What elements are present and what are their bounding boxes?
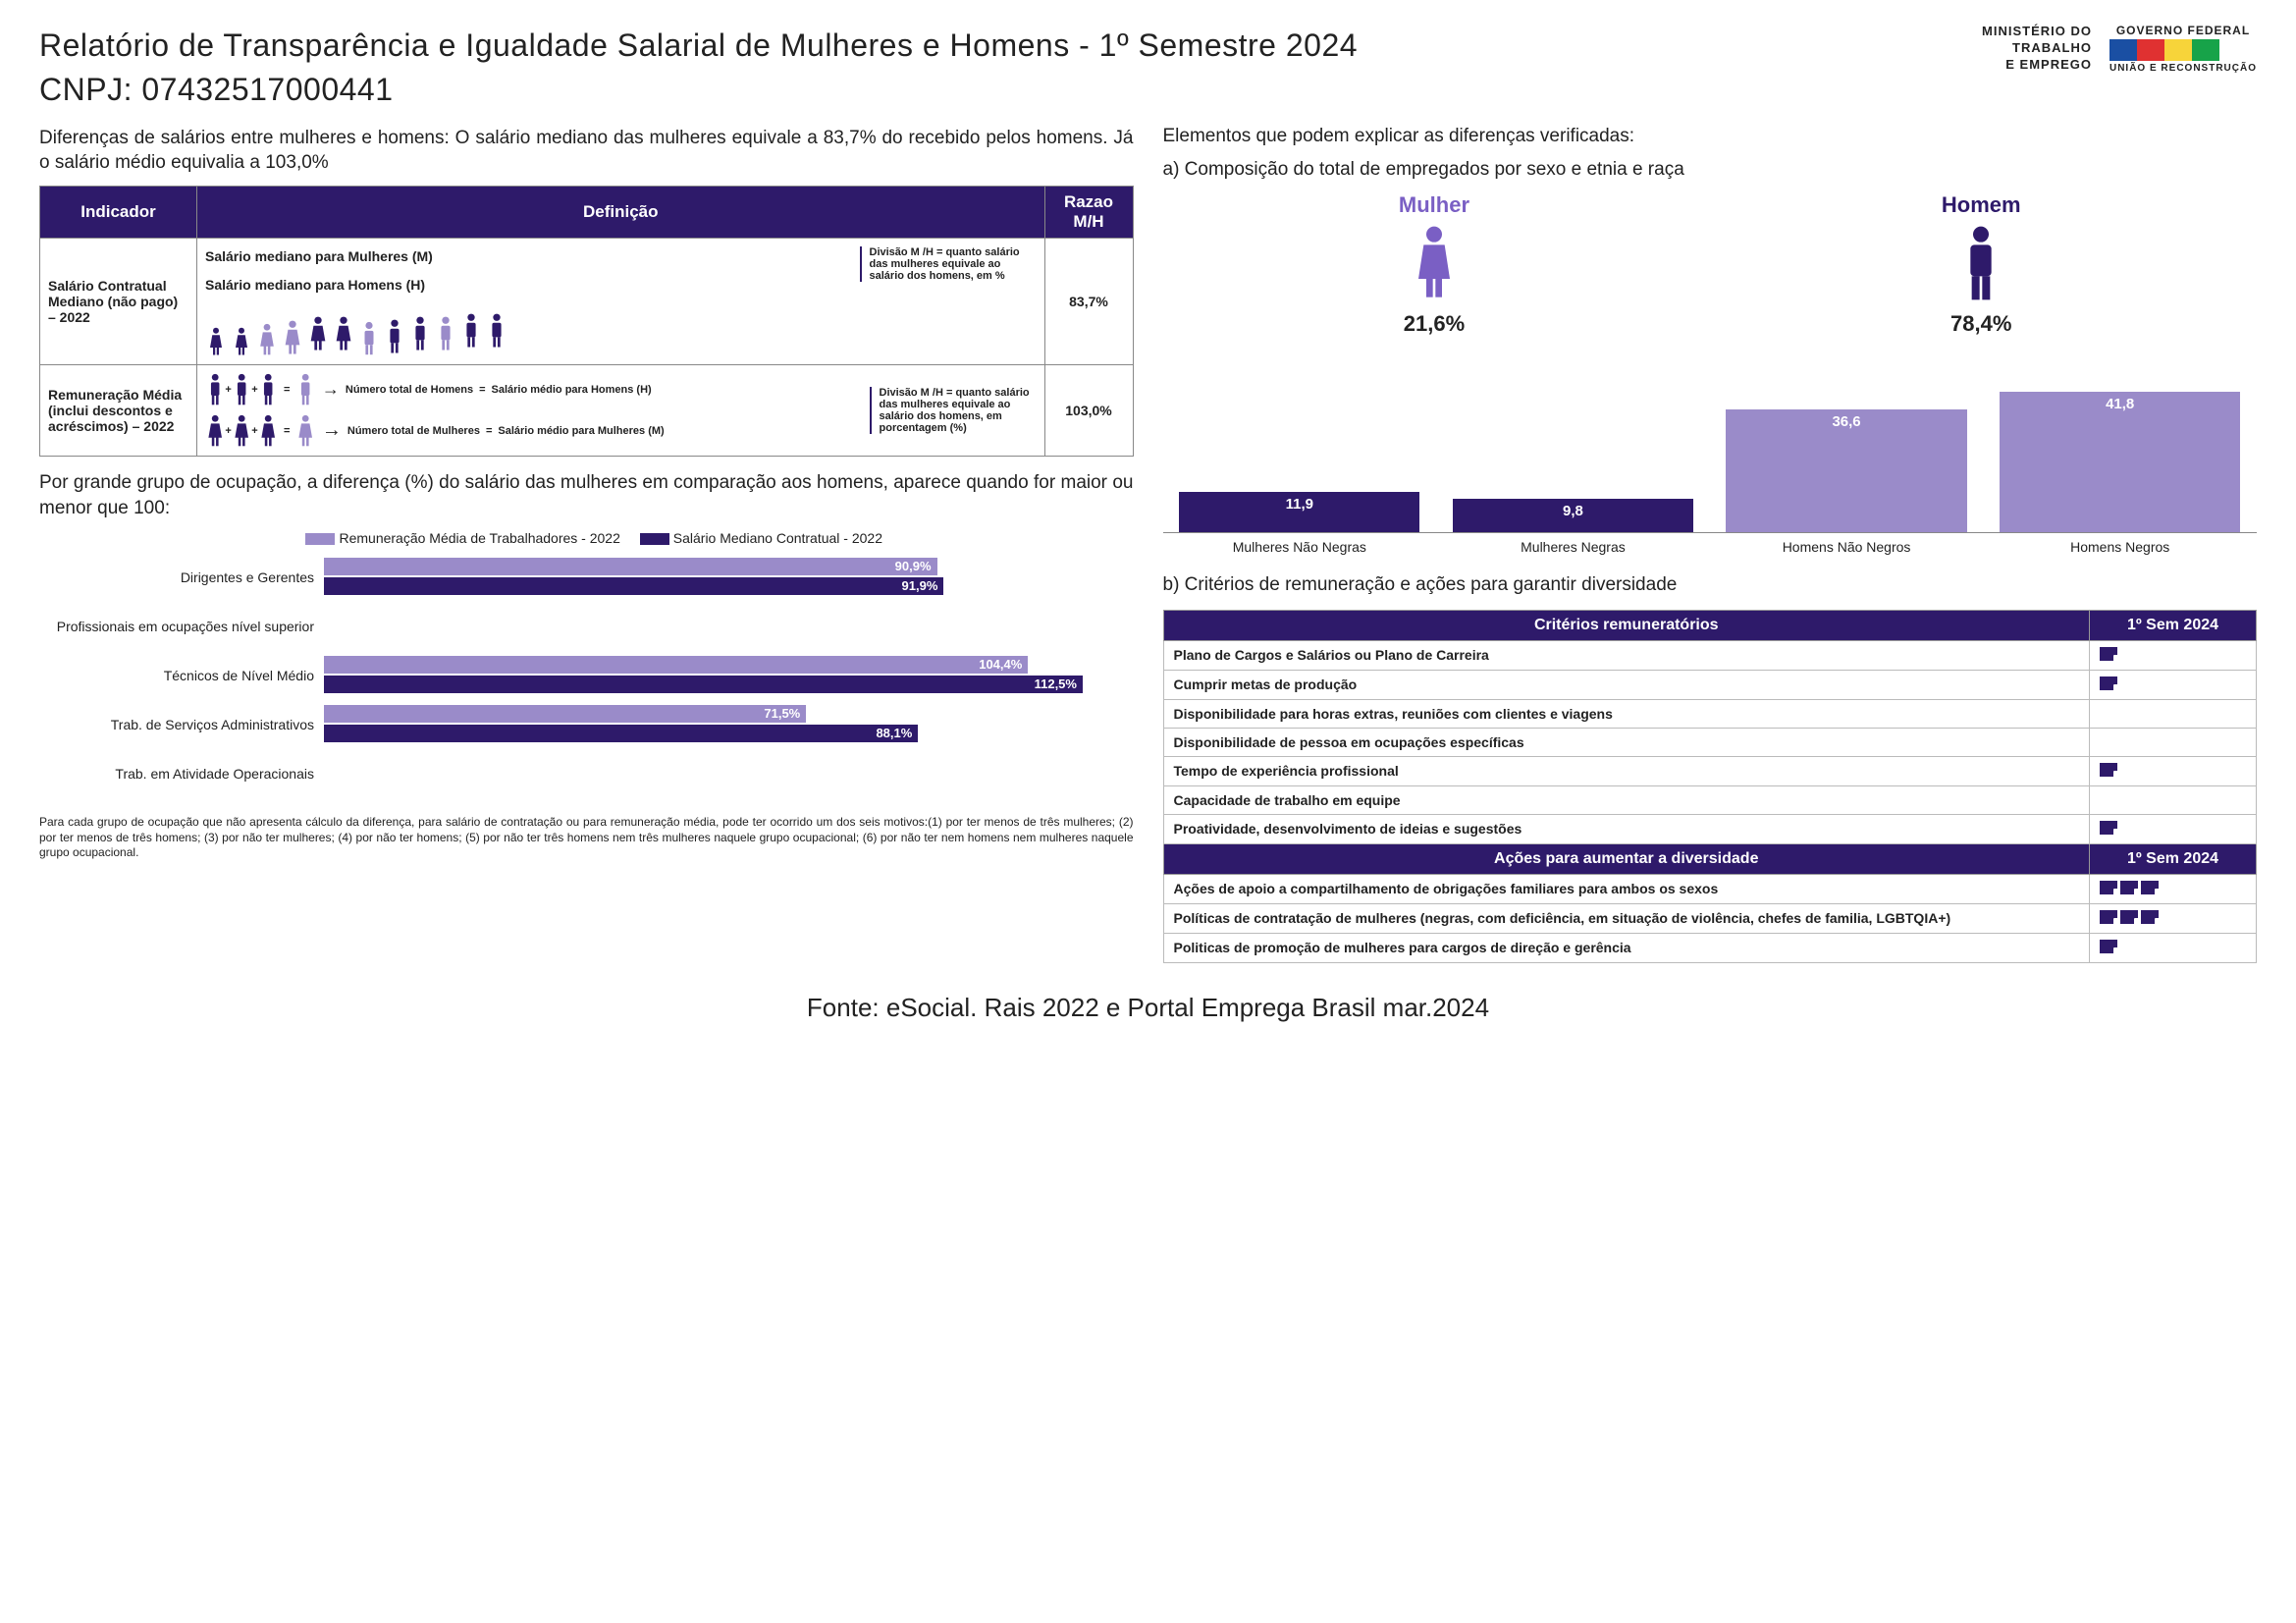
woman-icon [1405,224,1464,302]
check-icon [2141,910,2159,924]
vbar-item: 41,8 [2000,392,2240,531]
check-icon [2120,881,2138,894]
mulher-block: Mulher 21,6% [1399,192,1469,337]
table-row: Capacidade de trabalho em equipe [1163,785,2257,814]
th-definicao: Definição [197,186,1045,238]
logo-block: MINISTÉRIO DO TRABALHO E EMPREGO GOVERNO… [1982,24,2257,74]
indicator-table: Indicador Definição Razao M/H Salário Co… [39,186,1134,457]
title-line2: CNPJ: 07432517000441 [39,68,1358,112]
left-intro: Diferenças de salários entre mulheres e … [39,126,1134,176]
table-row: Disponibilidade de pessoa em ocupações e… [1163,728,2257,756]
criteria-table: Critérios remuneratórios 1º Sem 2024 Pla… [1163,610,2258,963]
table-row: Proatividade, desenvolvimento de ideias … [1163,814,2257,843]
section-b-title: b) Critérios de remuneração e ações para… [1163,574,2258,596]
source-footer: Fonte: eSocial. Rais 2022 e Portal Empre… [39,993,2257,1023]
ethnicity-bar-chart: 11,9 9,8 36,6 41,8 [1163,356,2258,533]
table-row: Políticas de contratação de mulheres (ne… [1163,903,2257,933]
table-row: Ações de apoio a compartilhamento de obr… [1163,874,2257,903]
check-icon [2100,821,2117,835]
table-row: Salário Contratual Mediano (não pago) – … [40,238,1134,364]
th-razao: Razao M/H [1044,186,1133,238]
occupation-hbar-chart: Dirigentes e Gerentes90,9%91,9% Profissio… [39,556,1134,795]
gender-composition: Mulher 21,6% Homem 78,4% [1163,192,2258,337]
hbar-row: Técnicos de Nível Médio104,4%112,5% [39,654,1134,697]
right-intro: Elementos que podem explicar as diferenç… [1163,126,2258,147]
occupation-intro: Por grande grupo de ocupação, a diferenç… [39,470,1134,520]
check-icon [2141,881,2159,894]
vbar-item: 9,8 [1453,499,1693,531]
homem-block: Homem 78,4% [1942,192,2021,337]
table-row: Remuneração Média (inclui descontos e ac… [40,364,1134,456]
title-block: Relatório de Transparência e Igualdade S… [39,24,1358,112]
left-column: Diferenças de salários entre mulheres e … [39,126,1134,963]
check-icon [2100,763,2117,777]
check-icon [2100,676,2117,690]
th-indicador: Indicador [40,186,197,238]
ministry-text: MINISTÉRIO DO TRABALHO E EMPREGO [1982,24,2092,74]
vbar-item: 11,9 [1179,492,1419,531]
table-row: Politicas de promoção de mulheres para c… [1163,933,2257,962]
check-icon [2100,910,2117,924]
table-row: Disponibilidade para horas extras, reuni… [1163,699,2257,728]
table-row: Cumprir metas de produção [1163,670,2257,699]
footnote: Para cada grupo de ocupação que não apre… [39,815,1134,861]
hbar-legend: Remuneração Média de Trabalhadores - 202… [39,530,1134,546]
table-row: Tempo de experiência profissional [1163,756,2257,785]
check-icon [2100,881,2117,894]
check-icon [2100,647,2117,661]
gov-logo: GOVERNO FEDERAL UNIÃO E RECONSTRUÇÃO [2109,24,2257,74]
brasil-flag-icon [2109,39,2257,61]
right-column: Elementos que podem explicar as diferenç… [1163,126,2258,963]
check-icon [2120,910,2138,924]
hbar-row: Profissionais em ocupações nível superio… [39,605,1134,648]
man-icon [1951,224,2010,302]
hbar-row: Dirigentes e Gerentes90,9%91,9% [39,556,1134,599]
page-header: Relatório de Transparência e Igualdade S… [39,24,2257,112]
check-icon [2100,940,2117,953]
title-line1: Relatório de Transparência e Igualdade S… [39,24,1358,68]
table-row: Plano de Cargos e Salários ou Plano de C… [1163,640,2257,670]
section-a-title: a) Composição do total de empregados por… [1163,159,2258,181]
vbar-item: 36,6 [1726,409,1966,531]
hbar-row: Trab. de Serviços Administrativos71,5%88… [39,703,1134,746]
hbar-row: Trab. em Atividade Operacionais [39,752,1134,795]
